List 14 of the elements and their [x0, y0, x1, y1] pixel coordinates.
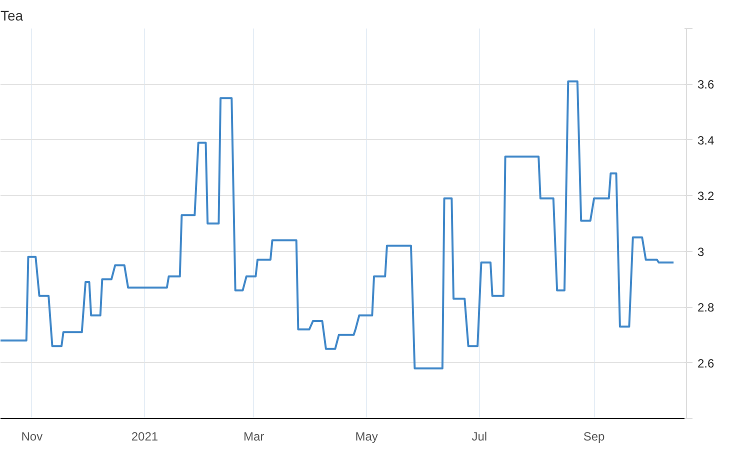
x-tick-label: May: [355, 430, 378, 444]
y-tick-label: 3: [698, 244, 704, 259]
y-tick-label: 3.6: [698, 78, 715, 92]
x-tick-label: Jul: [472, 430, 488, 444]
y-tick-label: 2.8: [698, 300, 715, 315]
x-tick-label: Mar: [243, 430, 264, 444]
y-tick-label: 2.6: [698, 356, 715, 370]
line-series: [0, 80, 675, 370]
chart-title: Tea: [0, 8, 24, 24]
y-tick-label: 3.2: [698, 189, 715, 204]
y-tick-label: 3.4: [698, 133, 715, 148]
x-tick-label: 2021: [131, 430, 158, 444]
x-tick-label: Nov: [21, 430, 43, 444]
x-tick-label: Sep: [583, 430, 606, 444]
